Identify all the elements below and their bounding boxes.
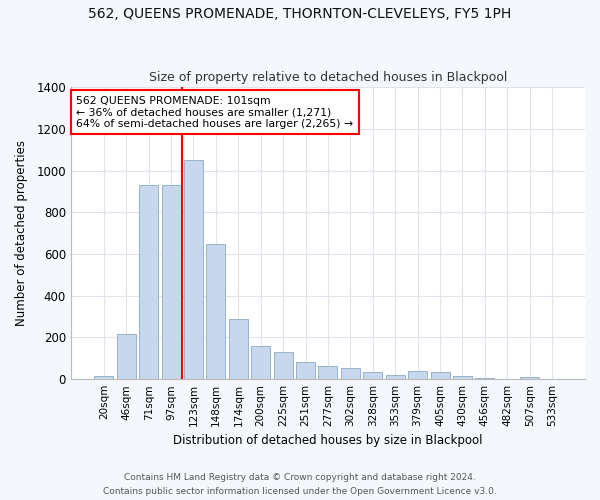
Bar (229, 318, 248, 379)
Bar (274, 352, 293, 379)
Text: 562, QUEENS PROMENADE, THORNTON-CLEVELEYS, FY5 1PH: 562, QUEENS PROMENADE, THORNTON-CLEVELEY… (88, 8, 512, 22)
Bar (161, 185, 181, 379)
Bar (94, 376, 113, 379)
Bar (206, 244, 226, 379)
Bar (296, 362, 315, 379)
Bar (341, 368, 360, 379)
Bar (184, 160, 203, 379)
Bar (117, 334, 136, 379)
Bar (251, 346, 270, 379)
Bar (520, 377, 539, 379)
Bar (386, 375, 405, 379)
Bar (319, 366, 337, 379)
Text: Contains HM Land Registry data © Crown copyright and database right 2024.
Contai: Contains HM Land Registry data © Crown c… (103, 474, 497, 496)
Bar (475, 378, 494, 379)
X-axis label: Distribution of detached houses by size in Blackpool: Distribution of detached houses by size … (173, 434, 483, 448)
Bar (453, 376, 472, 379)
Bar (408, 371, 427, 379)
Bar (139, 185, 158, 379)
Y-axis label: Number of detached properties: Number of detached properties (15, 140, 28, 326)
Title: Size of property relative to detached houses in Blackpool: Size of property relative to detached ho… (149, 72, 507, 85)
Bar (363, 372, 382, 379)
Text: 562 QUEENS PROMENADE: 101sqm
← 36% of detached houses are smaller (1,271)
64% of: 562 QUEENS PROMENADE: 101sqm ← 36% of de… (76, 96, 353, 129)
Bar (431, 372, 449, 379)
